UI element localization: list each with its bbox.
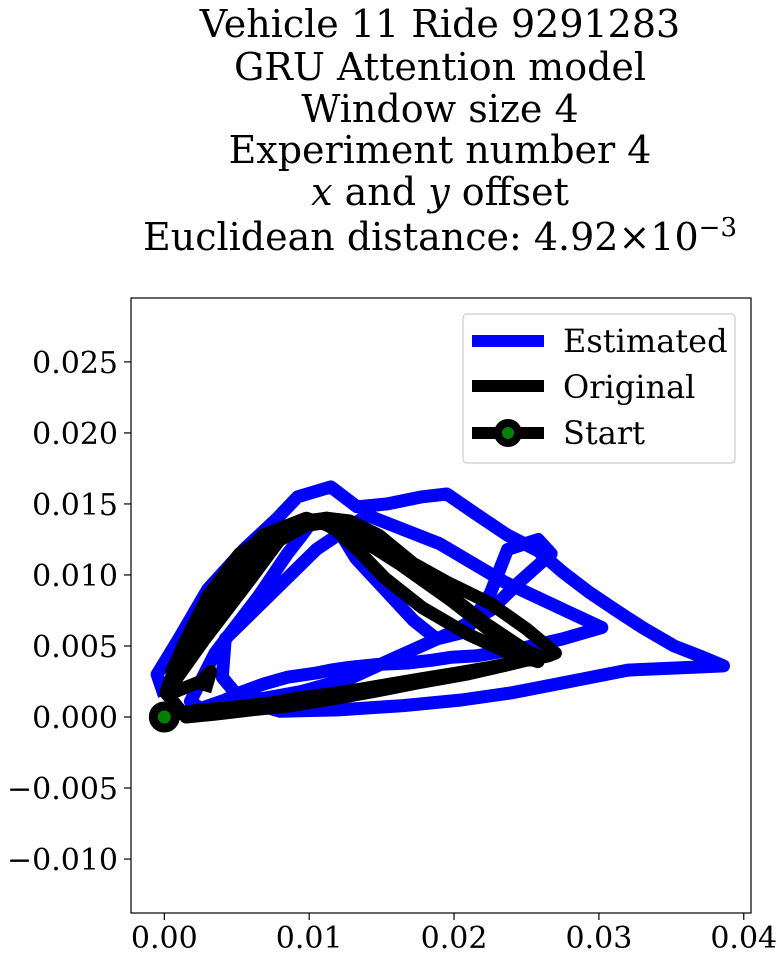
title-offset-rest: offset (450, 170, 569, 214)
x-axis: 0.00 0.01 0.02 0.03 0.04 (131, 913, 777, 956)
x-tick-label: 0.02 (421, 921, 488, 956)
plot-frame (130, 297, 752, 914)
x-tick-label: 0.03 (565, 921, 632, 956)
y-tick-label: −0.005 (7, 772, 118, 807)
title-distance-exponent: −3 (699, 213, 737, 243)
start-marker (148, 701, 180, 733)
y-tick-label: −0.010 (7, 843, 118, 878)
y-tick-label: 0.015 (32, 488, 118, 523)
y-tick-label: 0.010 (32, 559, 118, 594)
legend-label-estimated: Estimated (563, 322, 728, 360)
series-line-original (159, 511, 562, 724)
legend-box (462, 313, 736, 464)
title-line-5: x and y offset (311, 170, 569, 214)
y-tick-label: 0.000 (32, 701, 118, 736)
title-distance-prefix: Euclidean distance: 4.92×10 (143, 215, 699, 259)
title-offset-var-x: x (311, 170, 332, 214)
y-axis: −0.010 −0.005 0.000 0.005 0.010 0.015 0.020 0.0… (7, 346, 131, 878)
title-line-3: Window size 4 (301, 87, 578, 131)
x-tick-label: 0.00 (131, 921, 198, 956)
x-tick-label: 0.04 (710, 921, 777, 956)
title-line-1: Vehicle 11 Ride 9291283 (199, 2, 680, 46)
title-line-6: Euclidean distance: 4.92×10−3 (143, 213, 737, 259)
legend-marker-start (494, 419, 522, 447)
chart-title: Vehicle 11 Ride 9291283 GRU Attention mo… (143, 2, 737, 259)
y-tick-label: 0.025 (32, 346, 118, 381)
legend-label-original: Original (563, 368, 695, 406)
legend: Estimated Original Start (462, 313, 736, 464)
legend-label-start: Start (563, 414, 645, 452)
title-offset-and: and (333, 170, 429, 214)
title-offset-var-y: y (426, 170, 450, 214)
y-tick-label: 0.020 (32, 417, 118, 452)
title-line-4: Experiment number 4 (229, 128, 652, 172)
x-tick-label: 0.01 (276, 921, 343, 956)
y-tick-label: 0.005 (32, 630, 118, 665)
series-layer (148, 480, 730, 733)
title-line-2: GRU Attention model (234, 45, 646, 89)
